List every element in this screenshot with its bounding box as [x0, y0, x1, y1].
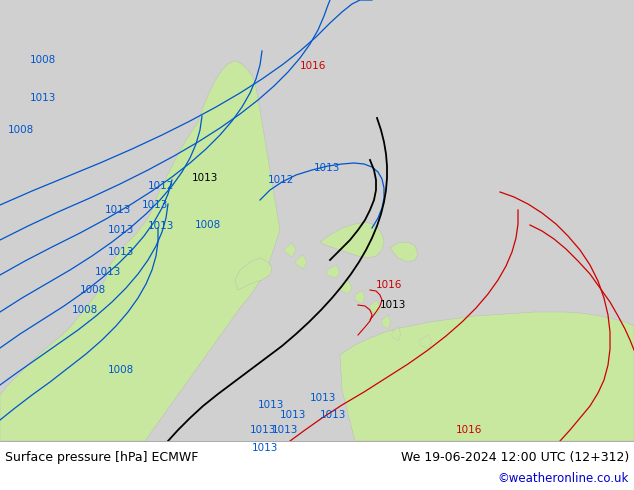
Text: Surface pressure [hPa] ECMWF: Surface pressure [hPa] ECMWF	[5, 450, 198, 464]
Polygon shape	[285, 243, 296, 257]
Polygon shape	[420, 335, 432, 349]
Text: 1013: 1013	[280, 410, 306, 420]
Text: 1013: 1013	[272, 425, 299, 435]
Text: 1013: 1013	[252, 443, 278, 453]
Text: 1016: 1016	[300, 61, 327, 71]
Text: 1013: 1013	[105, 205, 131, 215]
Polygon shape	[382, 315, 391, 329]
Text: 1008: 1008	[72, 305, 98, 315]
Text: 1012: 1012	[268, 175, 294, 185]
Polygon shape	[390, 242, 418, 262]
Text: 1008: 1008	[195, 220, 221, 230]
Polygon shape	[327, 265, 340, 278]
Polygon shape	[0, 61, 280, 441]
Polygon shape	[340, 312, 634, 441]
Text: 1013: 1013	[108, 225, 134, 235]
Polygon shape	[370, 300, 380, 315]
Text: 1013: 1013	[192, 173, 218, 183]
Polygon shape	[235, 258, 272, 290]
Polygon shape	[0, 0, 634, 441]
Text: 1013: 1013	[142, 200, 169, 210]
Text: 1013: 1013	[258, 400, 285, 410]
Text: We 19-06-2024 12:00 UTC (12+312): We 19-06-2024 12:00 UTC (12+312)	[401, 450, 629, 464]
Text: 1016: 1016	[376, 280, 403, 290]
Polygon shape	[296, 255, 307, 269]
Text: 1012: 1012	[148, 181, 174, 191]
Text: 1013: 1013	[30, 93, 56, 103]
Text: ©weatheronline.co.uk: ©weatheronline.co.uk	[498, 471, 629, 485]
Text: 1013: 1013	[148, 221, 174, 231]
Text: 1008: 1008	[30, 55, 56, 65]
Text: 1016: 1016	[456, 425, 482, 435]
Text: 1008: 1008	[108, 365, 134, 375]
Polygon shape	[320, 222, 384, 258]
Text: 1013: 1013	[314, 163, 340, 173]
Text: 1013: 1013	[250, 425, 276, 435]
Text: 1013: 1013	[380, 300, 406, 310]
Polygon shape	[392, 327, 401, 341]
Text: 1013: 1013	[320, 410, 346, 420]
Polygon shape	[355, 290, 365, 304]
Text: 1008: 1008	[8, 125, 34, 135]
Polygon shape	[340, 280, 352, 294]
Text: 1013: 1013	[310, 393, 337, 403]
Text: 1008: 1008	[80, 285, 107, 295]
Text: 1013: 1013	[108, 247, 134, 257]
Text: 1013: 1013	[95, 267, 121, 277]
